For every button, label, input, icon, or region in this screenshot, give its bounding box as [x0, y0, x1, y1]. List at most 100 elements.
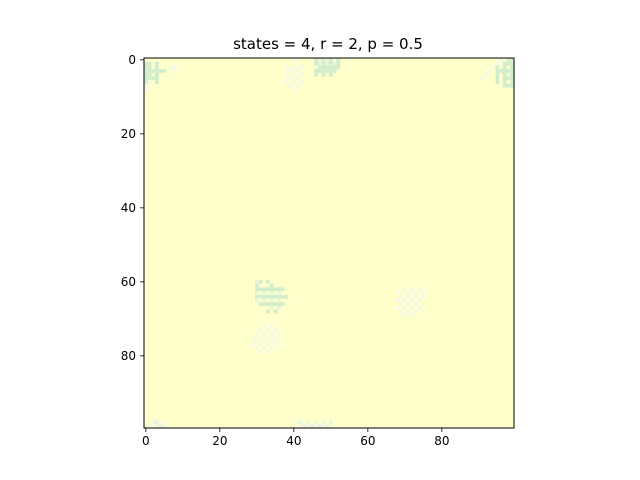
- x-tick-label: 20: [212, 434, 227, 448]
- cell-62-37: [280, 287, 285, 292]
- cell-62-32: [262, 287, 267, 292]
- x-axis: 0 20 40 60 80: [142, 428, 449, 448]
- cell-2-1: [147, 65, 152, 70]
- cell-65-68: [395, 298, 400, 303]
- cell-66-31: [258, 302, 263, 306]
- cell-3-0: [144, 69, 148, 73]
- cell-99-46: [314, 424, 318, 429]
- x-tick-label: 40: [286, 434, 301, 448]
- cell-3-97: [502, 69, 507, 73]
- cell-6-38: [284, 80, 289, 84]
- cell-3-51: [332, 69, 337, 73]
- cell-5-95: [495, 76, 500, 81]
- cell-76-32: [262, 339, 267, 343]
- cell-64-32: [262, 294, 267, 299]
- cell-74-34: [269, 331, 274, 336]
- cell-1-51: [332, 61, 337, 66]
- cell-3-5: [162, 69, 167, 73]
- cell-0-50: [329, 58, 333, 62]
- cell-75-35: [273, 335, 278, 340]
- cell-0-49: [325, 58, 330, 62]
- cell-77-33: [266, 342, 270, 347]
- cell-7-99: [510, 83, 515, 88]
- cell-2-50: [329, 65, 333, 70]
- cell-72-34: [269, 324, 274, 329]
- cell-60-31: [258, 280, 263, 284]
- cell-1-49: [325, 61, 330, 66]
- cell-98-4: [158, 420, 163, 425]
- cell-4-48: [321, 72, 326, 77]
- cell-8-40: [292, 87, 296, 92]
- cell-75-29: [251, 335, 256, 340]
- cell-66-36: [277, 302, 281, 306]
- cell-78-32: [262, 346, 267, 351]
- cell-62-70: [403, 287, 407, 292]
- cell-2-51: [332, 65, 337, 70]
- cell-63-34: [269, 291, 274, 295]
- cell-3-47: [317, 69, 322, 73]
- cell-69-72: [410, 313, 415, 318]
- cell-1-52: [336, 61, 341, 66]
- cell-62-74: [417, 287, 422, 292]
- cell-98-46: [314, 420, 318, 425]
- cell-0-52: [336, 58, 341, 62]
- cell-2-3: [155, 65, 159, 70]
- cell-63-68: [395, 291, 400, 295]
- cell-68-35: [273, 309, 278, 314]
- cell-3-99: [510, 69, 515, 73]
- cell-4-92: [484, 72, 489, 77]
- cell-98-41: [295, 420, 300, 425]
- cell-76-34: [269, 339, 274, 343]
- cell-64-35: [273, 294, 278, 299]
- cell-5-2: [151, 76, 156, 81]
- cell-65-72: [410, 298, 415, 303]
- cell-68-71: [406, 309, 411, 314]
- cell-66-73: [414, 302, 418, 306]
- cell-1-50: [329, 61, 333, 66]
- cell-3-50: [329, 69, 333, 73]
- cell-4-38: [284, 72, 289, 77]
- cell-3-48: [321, 69, 326, 73]
- cell-3-96: [499, 69, 503, 73]
- cell-0-46: [314, 58, 318, 62]
- cell-64-34: [269, 294, 274, 299]
- x-tick-label: 0: [142, 434, 150, 448]
- cell-61-34: [269, 283, 274, 288]
- cell-67-74: [417, 305, 422, 310]
- cell-72-32: [262, 324, 267, 329]
- cell-67-70: [403, 305, 407, 310]
- plot-background: [144, 58, 514, 428]
- cell-66-34: [269, 302, 274, 306]
- cell-66-32: [262, 302, 267, 306]
- cell-2-8: [173, 65, 178, 70]
- plot-frame: [143, 57, 515, 429]
- cell-64-31: [258, 294, 263, 299]
- cell-4-46: [314, 72, 318, 77]
- cell-3-41: [295, 69, 300, 73]
- cell-77-35: [273, 342, 278, 347]
- cell-8-0: [144, 87, 148, 92]
- cell-98-48: [321, 420, 326, 425]
- cell-64-75: [421, 294, 426, 299]
- cell-64-69: [399, 294, 404, 299]
- cell-6-3: [155, 80, 159, 84]
- cell-3-39: [288, 69, 293, 73]
- cell-6-95: [495, 80, 500, 84]
- cell-65-34: [269, 298, 274, 303]
- cell-0-96: [499, 58, 503, 62]
- cell-1-0: [144, 61, 148, 66]
- cell-67-72: [410, 305, 415, 310]
- plot-area: [143, 57, 515, 429]
- cell-78-30: [255, 346, 259, 351]
- cell-1-48: [321, 61, 326, 66]
- cell-75-31: [258, 335, 263, 340]
- cell-99-43: [303, 424, 307, 429]
- cell-63-71: [406, 291, 411, 295]
- cell-5-91: [480, 76, 485, 81]
- cell-4-99: [510, 72, 515, 77]
- cell-3-1: [147, 69, 152, 73]
- cell-64-33: [266, 294, 270, 299]
- cell-7-97: [502, 83, 507, 88]
- cell-62-35: [273, 287, 278, 292]
- cell-3-49: [325, 69, 330, 73]
